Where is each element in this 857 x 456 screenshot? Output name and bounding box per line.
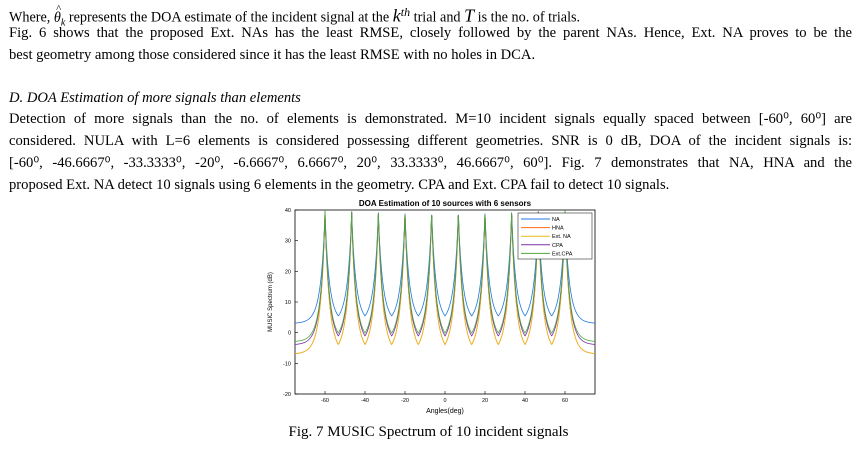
x-tick-label: -40 <box>361 398 369 404</box>
fig6-line-2: best geometry among those considered sin… <box>9 47 536 63</box>
x-tick-label: 40 <box>522 398 528 404</box>
section-line-3: [-60⁰, -46.6667⁰, -33.3333⁰, -20⁰, -6.66… <box>9 155 852 171</box>
axis-ticks: -60 -40 -20 0 20 40 60 -20 -10 0 10 20 30 40 <box>283 208 568 404</box>
legend-label: NA <box>552 217 560 223</box>
theta-symbol: θ ^ <box>53 2 61 26</box>
y-tick-label: 40 <box>285 208 291 214</box>
fig7-caption: Fig. 7 MUSIC Spectrum of 10 incident sig… <box>288 424 569 440</box>
series-line <box>294 209 596 342</box>
x-tick-label: 60 <box>562 398 568 404</box>
theta-subscript: k <box>60 17 66 29</box>
chart-title: DOA Estimation of 10 sources with 6 sens… <box>359 199 532 208</box>
y-axis-label: MUSIC Spectrum (dB) <box>268 272 274 332</box>
where-mid2: trial and <box>410 9 465 26</box>
x-tick-label: 0 <box>443 398 446 404</box>
k-superscript: th <box>400 5 411 19</box>
x-tick-label: 20 <box>482 398 488 404</box>
legend-label: HNA <box>552 226 564 232</box>
where-prefix: Where, <box>9 9 54 26</box>
x-axis-label: Angles(deg) <box>426 408 464 415</box>
legend: NA HNA Ext. NA CPA Ext.CPA <box>517 212 593 260</box>
section-line-4: proposed Ext. NA detect 10 signals using… <box>9 177 670 193</box>
series-line <box>294 209 596 355</box>
t-symbol: T <box>464 5 475 26</box>
x-tick-label: -60 <box>321 398 329 404</box>
y-tick-label: 20 <box>285 269 291 275</box>
y-tick-label: 30 <box>285 239 291 245</box>
legend-label: CPA <box>552 243 563 249</box>
y-tick-label: 0 <box>288 331 291 337</box>
x-tick-label: -20 <box>401 398 409 404</box>
where-line: Where, θ ^ k represents the DOA estimate o… <box>9 1 852 35</box>
section-line-1: Detection of more signals than the no. o… <box>9 111 852 127</box>
fig6-paragraph: Fig. 6 shows that the proposed Ext. NAs … <box>9 22 852 66</box>
series-line <box>294 209 596 324</box>
y-tick-label: -20 <box>283 392 291 398</box>
section-heading: D. DOA Estimation of more signals than e… <box>9 90 301 106</box>
section-paragraph: Detection of more signals than the no. o… <box>9 108 852 196</box>
y-tick-label: -10 <box>283 361 291 367</box>
legend-label: Ext. NA <box>552 234 571 240</box>
section-line-2: considered. NULA with L=6 elements is co… <box>9 133 852 149</box>
legend-label: Ext.CPA <box>552 251 573 257</box>
series-curves <box>294 209 596 355</box>
fig6-line-1: Fig. 6 shows that the proposed Ext. NAs … <box>9 25 852 41</box>
where-mid: represents the DOA estimate of the incid… <box>65 9 393 26</box>
where-suffix: is the no. of trials. <box>474 9 581 26</box>
music-spectrum-chart: DOA Estimation of 10 sources with 6 sens… <box>268 199 596 415</box>
y-tick-label: 10 <box>285 300 291 306</box>
k-symbol: k <box>392 5 401 26</box>
